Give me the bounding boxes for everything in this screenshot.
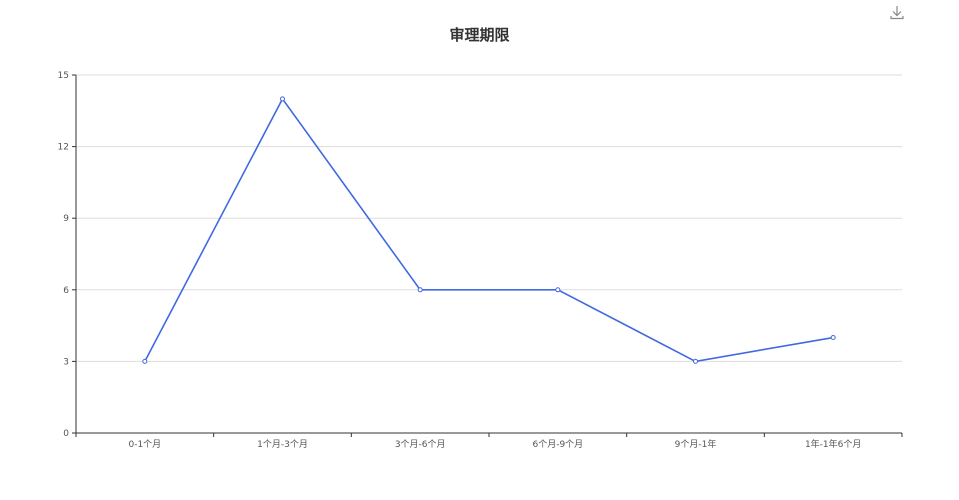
data-point — [693, 358, 698, 364]
y-tick-label: 12 — [58, 143, 69, 153]
x-tick-label: 1年-1年6个月 — [805, 438, 861, 450]
download-icon — [890, 6, 904, 20]
data-point — [830, 335, 836, 341]
data-point — [142, 358, 148, 364]
x-tick-label: 6个月-9个月 — [532, 439, 583, 450]
y-tick-label: 0 — [63, 429, 69, 439]
data-point — [417, 287, 423, 293]
data-point — [555, 287, 561, 293]
data-point — [280, 96, 285, 102]
y-tick-label: 3 — [63, 357, 69, 367]
x-tick-label: 9个月-1年 — [675, 438, 717, 450]
series-line — [144, 97, 834, 363]
save-as-image-button[interactable] — [889, 4, 907, 22]
x-tick-label: 3个月-6个月 — [395, 439, 446, 450]
x-tick-label: 0-1个月 — [128, 439, 161, 450]
y-tick-label: 6 — [63, 286, 69, 296]
chart-title: 审理期限 — [449, 26, 510, 44]
x-tick-label: 1个月-3个月 — [257, 439, 308, 450]
y-tick-label: 15 — [58, 71, 69, 81]
y-tick-label: 9 — [63, 214, 69, 224]
